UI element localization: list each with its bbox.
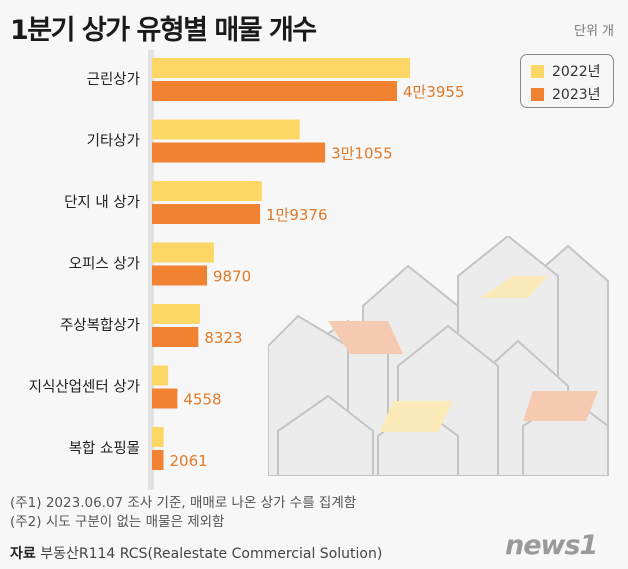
bar-2022 xyxy=(152,365,169,386)
bar-2023 xyxy=(152,388,178,409)
legend-item-2022: 2022년 xyxy=(531,61,601,81)
legend-label: 2023년 xyxy=(552,87,601,103)
data-label: 2061 xyxy=(169,452,207,470)
chart-title: 1분기 상가 유형별 매물 개수 xyxy=(10,15,317,46)
bar-2023 xyxy=(152,265,208,286)
legend-label: 2022년 xyxy=(552,64,601,80)
bar-2023 xyxy=(152,327,199,347)
data-label: 1만9376 xyxy=(266,206,328,224)
unit-label: 단위 개 xyxy=(573,24,614,39)
source-label: 자료 xyxy=(10,546,36,562)
bar-2022 xyxy=(152,304,200,324)
bar-2022 xyxy=(152,242,214,263)
legend-item-2023: 2023년 xyxy=(531,84,601,104)
bar-2022 xyxy=(152,58,411,78)
category-label: 오피스 상가 xyxy=(69,256,140,273)
legend-swatch-2022 xyxy=(531,64,544,78)
houses-illustration xyxy=(268,236,609,476)
bar-2022 xyxy=(152,181,262,201)
data-label: 9870 xyxy=(213,268,251,286)
bar-2023 xyxy=(152,142,326,163)
bar-2022 xyxy=(152,119,300,140)
bar-2022 xyxy=(152,427,164,447)
category-label: 복합 쇼핑몰 xyxy=(69,440,140,457)
legend-swatch-2023 xyxy=(531,87,544,101)
category-label: 지식산업센터 상가 xyxy=(29,379,140,396)
legend: 2022년 2023년 xyxy=(520,54,614,108)
footnote: (주1) 2023.06.07 조사 기준, 매매로 나온 상가 수를 집계함 xyxy=(10,495,357,511)
source-text: 부동산R114 RCS(Realestate Commercial Soluti… xyxy=(40,546,383,562)
bar-2023 xyxy=(152,81,397,101)
category-label: 단지 내 상가 xyxy=(64,194,140,211)
data-label: 3만1055 xyxy=(331,145,393,163)
bar-2023 xyxy=(152,204,260,224)
source: 자료 부동산R114 RCS(Realestate Commercial Sol… xyxy=(10,543,382,563)
footnotes: (주1) 2023.06.07 조사 기준, 매매로 나온 상가 수를 집계함 … xyxy=(10,494,356,532)
data-label: 8323 xyxy=(204,329,242,347)
data-label: 4558 xyxy=(183,391,221,409)
data-label: 4만3955 xyxy=(403,83,465,101)
category-label: 기타상가 xyxy=(87,133,140,150)
bar-chart: 근린상가 4만3955 기타상가 3만1055 단지 내 상가 1만9376 오피스 상가 9… xyxy=(29,50,465,490)
news1-logo: news1 xyxy=(505,530,598,561)
category-label: 주상복합상가 xyxy=(60,317,140,334)
bar-2023 xyxy=(152,450,164,470)
footnote: (주2) 시도 구분이 없는 매물은 제외함 xyxy=(10,514,225,530)
category-label: 근린상가 xyxy=(87,71,140,88)
axis-shadow xyxy=(148,50,154,490)
